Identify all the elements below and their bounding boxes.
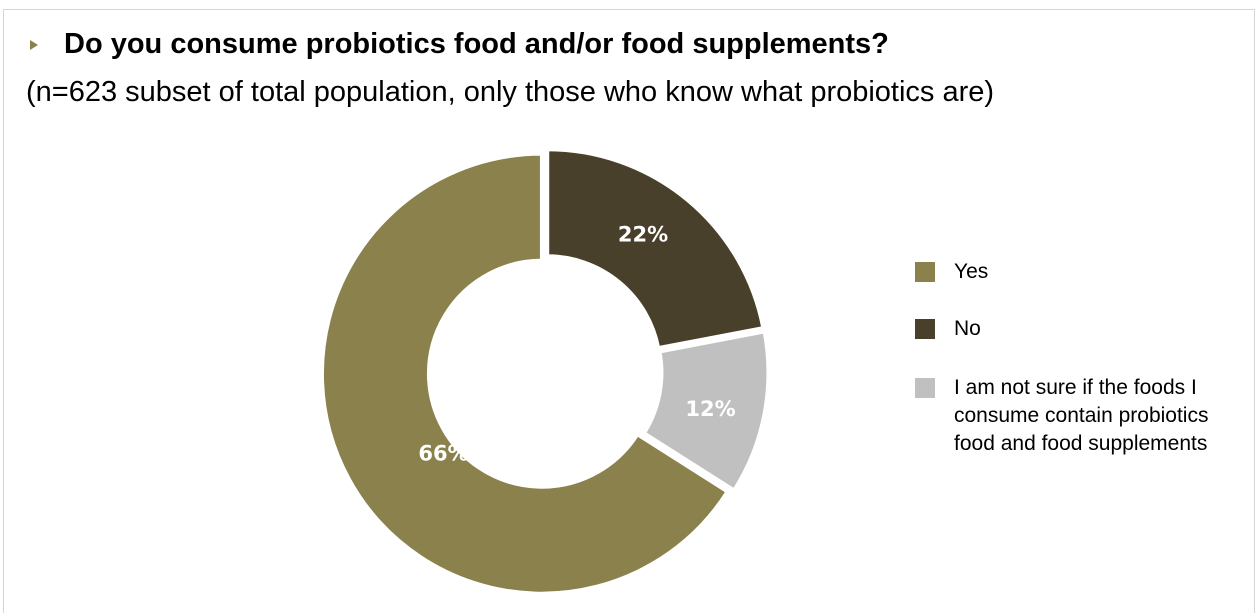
legend-swatch-yes bbox=[915, 262, 935, 282]
slice-label-no: 22% bbox=[618, 222, 668, 246]
legend-swatch-no bbox=[915, 319, 935, 339]
legend-item-not-sure: I am not sure if the foods I consume con… bbox=[915, 374, 1214, 458]
triangle-bullet-icon bbox=[30, 40, 38, 50]
legend-swatch-not-sure bbox=[915, 378, 935, 398]
legend-label-no: No bbox=[954, 317, 981, 340]
slice-no bbox=[545, 147, 766, 351]
chart-title: Do you consume probiotics food and/or fo… bbox=[64, 28, 889, 60]
title-row: Do you consume probiotics food and/or fo… bbox=[30, 26, 889, 62]
slice-yes bbox=[319, 151, 731, 596]
slice-label-yes: 66% bbox=[418, 442, 468, 466]
legend-label-yes: Yes bbox=[954, 260, 989, 283]
chart-subtitle: (n=623 subset of total population, only … bbox=[26, 76, 995, 108]
slice-not-sure bbox=[641, 329, 771, 494]
legend-item-no: No bbox=[915, 315, 1214, 343]
legend-item-yes: Yes bbox=[915, 258, 1214, 286]
slice-label-not-sure: 12% bbox=[685, 397, 735, 421]
donut-chart: 22% 12% 66% bbox=[319, 147, 771, 596]
chart-frame bbox=[3, 9, 1255, 613]
legend-label-not-sure: I am not sure if the foods I consume con… bbox=[954, 376, 1209, 455]
